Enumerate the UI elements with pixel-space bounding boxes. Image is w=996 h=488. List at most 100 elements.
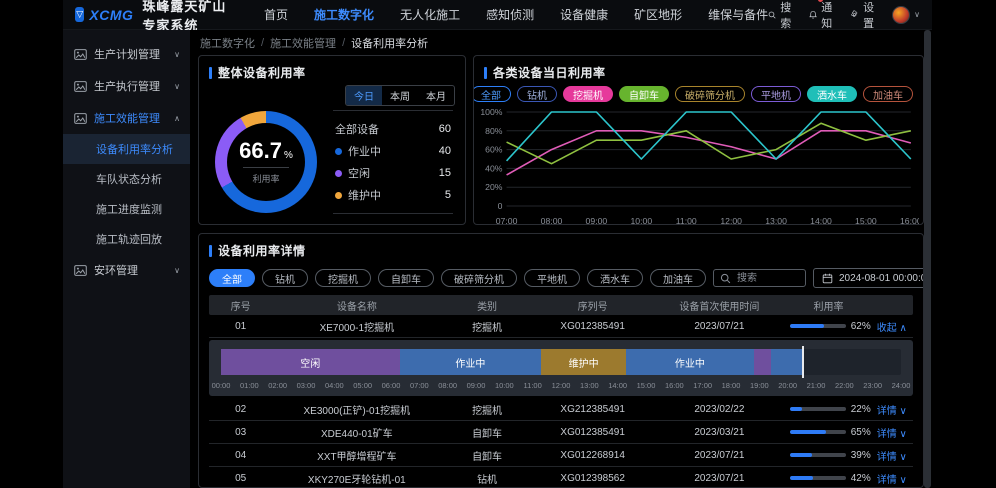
sidebar-item-label: 安环管理 [94, 265, 138, 277]
equipment-table: 序号 设备名称 类别 序列号 设备首次使用时间 利用率 01 XE7000-1挖掘机 挖掘机 X… [209, 295, 913, 487]
tab-本周[interactable]: 本周 [390, 92, 410, 103]
table-row: 03 XDE440-01矿车 自卸车 XG012385491 2023/03/21 65%… [209, 421, 913, 444]
nav-item[interactable]: 首页 [264, 8, 289, 22]
timeline-segment-label: 空闲 [300, 358, 321, 370]
sidebar-subitem[interactable]: 施工进度监测 [96, 204, 162, 216]
search-icon [720, 273, 731, 283]
menu-image-icon [74, 264, 87, 276]
line-chart-box: 0 20% 40% 60% 80% 100% 07:00 08:00 09:00 10:00 11:… [474, 102, 923, 225]
legend-row: 全部设备 60 [335, 118, 451, 140]
search-input[interactable] [735, 271, 799, 285]
header-cell: 设备首次使用时间 [679, 301, 760, 313]
cell-name: XE7000-1挖掘机 [319, 322, 395, 334]
chip-平地机[interactable]: 平地机 [751, 86, 801, 102]
legend-value: 40 [438, 145, 451, 157]
utilization-bar [789, 407, 846, 411]
timeline-segment-label: 作业中 [674, 358, 705, 370]
filter-chip-自卸车[interactable]: 自卸车 [378, 269, 434, 287]
legend-label: 作业中 [348, 146, 381, 158]
utilization-bar [789, 453, 846, 457]
details-link[interactable]: 详情 ∨ [876, 474, 907, 486]
sidebar-item[interactable]: 生产执行管理 ∨ [63, 70, 190, 102]
cell-utilization: 62% [786, 321, 871, 332]
details-link[interactable]: 详情 ∨ [876, 405, 907, 417]
table-row: 05 XKY270E牙轮钻机-01 钻机 XG012398562 2023/07/21 4… [209, 467, 913, 487]
legend-value: 15 [438, 167, 451, 179]
cell-category: 钻机 [477, 474, 498, 486]
chip-洒水车[interactable]: 洒水车 [807, 86, 857, 102]
chip-破碎筛分机[interactable]: 破碎筛分机 [675, 86, 745, 102]
cell-seq: 04 [235, 449, 247, 461]
cell-seq: 01 [235, 320, 247, 332]
breadcrumb-item[interactable]: 施工效能管理 [270, 37, 337, 50]
timeline-tick: 19:00 [749, 381, 769, 390]
chip-全部[interactable]: 全部 [474, 86, 511, 102]
svg-text:10:00: 10:00 [630, 216, 652, 225]
tab-本月[interactable]: 本月 [426, 92, 446, 103]
nav-item[interactable]: 矿区地形 [634, 8, 683, 22]
details-link[interactable]: 详情 ∨ [876, 451, 907, 463]
filter-chip-平地机[interactable]: 平地机 [524, 269, 580, 287]
filter-chip-钻机[interactable]: 钻机 [262, 269, 308, 287]
utilization-percent: 39% [850, 449, 871, 461]
timeline-tick: 08:00 [438, 381, 458, 390]
chevron-down-icon: ∨ [174, 49, 180, 59]
timeline-tick: 04:00 [324, 381, 344, 390]
nav-item[interactable]: 无人化施工 [400, 8, 461, 22]
sidebar-item[interactable]: 施工效能管理 ∧ [63, 102, 190, 134]
chevron-down-icon: ∨ [174, 81, 180, 91]
nav-item[interactable]: 感知侦测 [486, 8, 535, 22]
notifications-button[interactable]: 通知 [809, 0, 836, 31]
timeline-segment-working: 作业中 [626, 349, 754, 375]
cell-name: XKY270E牙轮钻机-01 [307, 474, 406, 486]
nav-item[interactable]: 设备健康 [560, 8, 609, 22]
date-range-picker[interactable]: 2024-08-01 00:00:00 至 2024-08-02 00:00:0… [813, 268, 923, 288]
sidebar-item[interactable]: 生产计划管理 ∨ [63, 38, 190, 70]
svg-text:0: 0 [498, 201, 503, 211]
body-row: 生产计划管理 ∨ 生产执行管理 ∨ 施工效能管理 ∧ 设备利用率分析车队状态分析 施工进度监测… [63, 30, 932, 488]
filter-chip-破碎筛分机[interactable]: 破碎筛分机 [441, 269, 517, 287]
timeline-tick: 15:00 [636, 381, 656, 390]
menu-image-icon [74, 80, 87, 92]
legend-value: 60 [438, 123, 451, 135]
overall-panel-title-text: 整体设备利用率 [218, 66, 306, 80]
settings-button[interactable]: 设置 [850, 0, 878, 31]
chip-挖掘机[interactable]: 挖掘机 [563, 86, 613, 102]
search-icon [768, 11, 776, 19]
sidebar-subitem[interactable]: 施工轨迹回放 [96, 234, 162, 246]
chevron-down-icon: ∨ [914, 10, 920, 19]
filter-chip-挖掘机[interactable]: 挖掘机 [315, 269, 371, 287]
breadcrumb-item[interactable]: 施工数字化 [200, 37, 255, 50]
collapse-link[interactable]: 收起 ∧ [876, 322, 907, 334]
timeline-tick: 16:00 [664, 381, 684, 390]
chip-钻机[interactable]: 钻机 [517, 86, 557, 102]
vertical-scrollbar[interactable] [924, 30, 931, 488]
tab-今日[interactable]: 今日 [346, 86, 382, 105]
header-cell: 序列号 [577, 301, 608, 313]
filter-chip-全部[interactable]: 全部 [209, 269, 255, 287]
timeline-tick: 06:00 [381, 381, 401, 390]
cell-serial: XG012268914 [560, 449, 625, 461]
utilization-percent: 22% [850, 403, 871, 415]
legend-label: 空闲 [348, 168, 370, 180]
cell-serial: XG012385491 [560, 320, 625, 332]
header-cell: 利用率 [813, 301, 844, 313]
chip-加油车[interactable]: 加油车 [863, 86, 913, 102]
header-cell: 设备名称 [336, 301, 377, 313]
picture-icon [74, 112, 87, 124]
search-button[interactable]: 搜索 [768, 0, 795, 31]
sidebar-item[interactable]: 安环管理 ∨ [63, 254, 190, 286]
donut-legend: 全部设备 60 作业中 40 空闲 15 维护中 5 [333, 110, 453, 214]
cell-name: XXT甲醇增程矿车 [317, 451, 397, 463]
nav-item[interactable]: 维保与备件 [708, 8, 769, 22]
nav-item[interactable]: 施工数字化 [314, 8, 375, 22]
svg-text:40%: 40% [485, 163, 503, 173]
filter-chip-洒水车[interactable]: 洒水车 [587, 269, 643, 287]
sidebar-subitem[interactable]: 车队状态分析 [96, 174, 162, 186]
bell-icon [809, 10, 818, 19]
details-link[interactable]: 详情 ∨ [876, 428, 907, 440]
user-menu[interactable]: ∨ [892, 5, 920, 24]
filter-chip-加油车[interactable]: 加油车 [650, 269, 706, 287]
sidebar-subitem[interactable]: 设备利用率分析 [63, 134, 190, 164]
chip-自卸车[interactable]: 自卸车 [619, 86, 669, 102]
